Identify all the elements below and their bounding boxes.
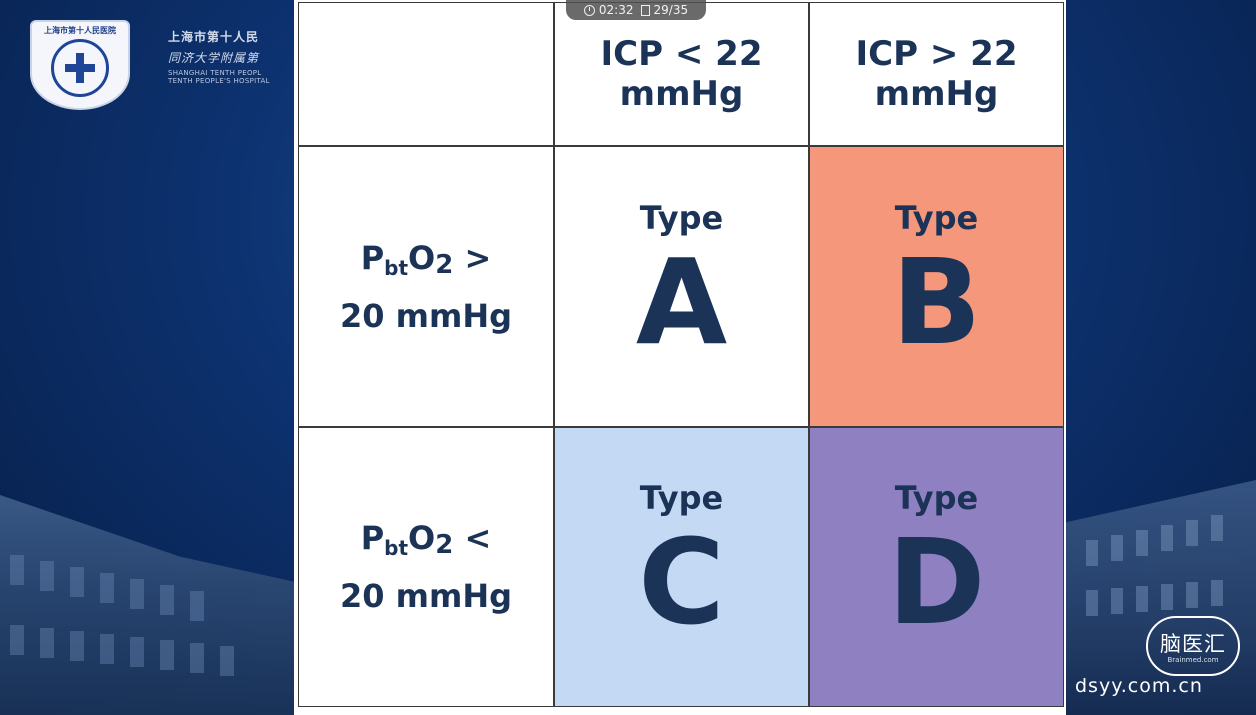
player-status-pill[interactable]: 02:32 29/35 xyxy=(566,0,706,20)
row-label-line2: 20 mmHg xyxy=(339,296,513,335)
cell-type-c: Type C xyxy=(554,427,809,707)
type-word: Type xyxy=(894,198,979,237)
row-label-o: O xyxy=(408,519,436,557)
header-line1: ICP < 22 xyxy=(600,34,763,74)
playback-time: 02:32 xyxy=(598,3,634,17)
medical-cross-icon xyxy=(51,39,109,97)
cell-type-a: Type A xyxy=(554,146,809,427)
hospital-name-en-line1: SHANGHAI TENTH PEOPL xyxy=(168,69,262,77)
header-line2: mmHg xyxy=(619,74,744,114)
cell-type-d: Type D xyxy=(809,427,1064,707)
type-word: Type xyxy=(639,198,724,237)
table-corner-cell xyxy=(298,2,554,146)
watermark-url: dsyy.com.cn xyxy=(1075,675,1203,697)
row-label-sub: bt xyxy=(384,536,409,560)
hospital-logo: 上海市第十人民医院 xyxy=(30,20,135,112)
type-word: Type xyxy=(639,479,724,517)
row-label-p: P xyxy=(360,238,385,277)
row-label-line1: PbtO2 > xyxy=(361,234,492,292)
hospital-name-en-line2: TENTH PEOPLE'S HOSPITAL xyxy=(168,77,270,85)
header-icp-below-22: ICP < 22 mmHg xyxy=(554,2,809,146)
type-word: Type xyxy=(894,479,979,517)
header-icp-above-22: ICP > 22 mmHg xyxy=(809,2,1064,146)
hospital-name: 上海市第十人民 同济大学附属第 SHANGHAI TENTH PEOPL TEN… xyxy=(168,28,270,85)
row-label-pbto2-above-20: PbtO2 > 20 mmHg xyxy=(298,146,554,427)
row-label-sub2: 2 xyxy=(435,530,454,560)
hospital-name-cn-line2: 同济大学附属第 xyxy=(168,51,260,65)
logo-top-text: 上海市第十人民医院 xyxy=(44,26,116,35)
type-letter: B xyxy=(891,232,982,371)
cell-type-b: Type B xyxy=(809,146,1064,427)
type-letter: A xyxy=(635,232,728,371)
row-label-sub2: 2 xyxy=(435,249,454,280)
row-label-line2: 20 mmHg xyxy=(339,577,513,615)
clock-icon xyxy=(583,4,595,16)
classification-table: ICP < 22 mmHg ICP > 22 mmHg PbtO2 > 20 m… xyxy=(298,2,1064,707)
watermark-logo: 脑医汇 Brainmed.com xyxy=(1146,616,1240,676)
row-label-sub: bt xyxy=(384,255,409,280)
header-line2: mmHg xyxy=(874,74,999,114)
hospital-name-cn-line1: 上海市第十人民 xyxy=(168,30,260,44)
row-label-operator: < xyxy=(453,519,492,557)
building-photo-right xyxy=(1066,480,1256,715)
type-letter: C xyxy=(638,513,725,651)
watermark-logo-small: Brainmed.com xyxy=(1167,656,1219,664)
type-letter: D xyxy=(887,513,986,651)
watermark-logo-text: 脑医汇 xyxy=(1160,632,1226,656)
row-label-operator: > xyxy=(453,238,492,277)
row-label-pbto2-below-20: PbtO2 < 20 mmHg xyxy=(298,427,554,707)
row-label-p: P xyxy=(360,519,385,557)
page-icon xyxy=(640,4,650,16)
hospital-shield-icon: 上海市第十人民医院 xyxy=(30,20,130,110)
row-label-o: O xyxy=(408,238,436,277)
page-counter: 29/35 xyxy=(653,3,689,17)
row-label-line1: PbtO2 < xyxy=(361,514,492,572)
header-line1: ICP > 22 xyxy=(855,34,1018,74)
